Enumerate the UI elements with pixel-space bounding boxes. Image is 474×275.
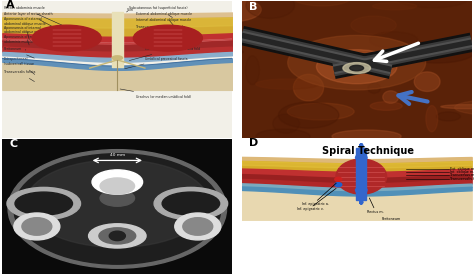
Ellipse shape <box>396 0 469 8</box>
Text: Medial umbilical ligament and fold: Medial umbilical ligament and fold <box>129 47 200 60</box>
Text: External abdominal oblique muscle: External abdominal oblique muscle <box>136 12 192 39</box>
Ellipse shape <box>383 91 399 103</box>
Ellipse shape <box>370 32 418 48</box>
Ellipse shape <box>201 63 241 73</box>
Ellipse shape <box>446 46 474 53</box>
Ellipse shape <box>335 177 342 181</box>
Bar <box>356 148 366 200</box>
Text: Peritoneum: Peritoneum <box>3 47 34 58</box>
Ellipse shape <box>370 102 402 110</box>
Ellipse shape <box>351 16 396 34</box>
Ellipse shape <box>14 154 221 264</box>
Ellipse shape <box>441 104 474 109</box>
Ellipse shape <box>100 190 135 206</box>
Text: Internal abdominal oblique muscle: Internal abdominal oblique muscle <box>136 18 191 44</box>
Ellipse shape <box>278 102 339 128</box>
Text: Rectus m.: Rectus m. <box>367 210 383 214</box>
Ellipse shape <box>288 35 426 90</box>
Ellipse shape <box>89 224 146 248</box>
Ellipse shape <box>22 218 52 235</box>
Ellipse shape <box>332 130 401 143</box>
Ellipse shape <box>437 112 460 121</box>
Text: Transversus m.: Transversus m. <box>450 173 474 177</box>
Ellipse shape <box>92 170 143 194</box>
Ellipse shape <box>256 129 310 144</box>
Ellipse shape <box>291 0 353 6</box>
Ellipse shape <box>335 183 342 187</box>
Ellipse shape <box>473 0 474 3</box>
Ellipse shape <box>287 103 354 120</box>
Ellipse shape <box>414 72 440 91</box>
Ellipse shape <box>109 231 125 241</box>
Ellipse shape <box>368 83 381 93</box>
Ellipse shape <box>32 25 101 51</box>
Text: D: D <box>249 138 258 148</box>
Ellipse shape <box>100 178 135 194</box>
Ellipse shape <box>154 187 228 220</box>
Ellipse shape <box>399 41 474 63</box>
Text: B: B <box>249 2 257 12</box>
Ellipse shape <box>350 65 364 71</box>
Ellipse shape <box>373 2 417 10</box>
Text: Subcutaneous fat (superficial fascia): Subcutaneous fat (superficial fascia) <box>129 6 187 18</box>
Ellipse shape <box>317 50 397 84</box>
Ellipse shape <box>162 192 219 215</box>
Ellipse shape <box>8 150 227 268</box>
Ellipse shape <box>221 140 276 152</box>
Text: Inf. epigastric a.: Inf. epigastric a. <box>302 202 329 206</box>
Text: 40 mm: 40 mm <box>110 153 125 157</box>
Text: Spiral Technique: Spiral Technique <box>322 145 414 156</box>
Ellipse shape <box>208 0 261 21</box>
Ellipse shape <box>133 25 202 51</box>
Ellipse shape <box>183 218 213 235</box>
Ellipse shape <box>220 49 243 55</box>
Text: Transversus abdominis muscle: Transversus abdominis muscle <box>136 25 185 48</box>
Text: Int. oblique m.: Int. oblique m. <box>450 170 474 174</box>
Ellipse shape <box>246 0 294 18</box>
Text: A: A <box>6 0 14 10</box>
Text: Umbilical prevesical fascia: Umbilical prevesical fascia <box>125 57 187 69</box>
Text: Inf. epigastric v.: Inf. epigastric v. <box>297 207 324 211</box>
Ellipse shape <box>246 56 259 85</box>
Text: Skin: Skin <box>127 7 133 12</box>
Text: Aponeurosis of internal
abdominal oblique muscle: Aponeurosis of internal abdominal obliqu… <box>3 26 46 45</box>
Ellipse shape <box>293 74 324 101</box>
Ellipse shape <box>26 160 210 247</box>
Text: Transversalis fascia: Transversalis fascia <box>450 177 474 181</box>
Ellipse shape <box>197 140 245 155</box>
Text: Extraperitoneal
(subvesical) tissue: Extraperitoneal (subvesical) tissue <box>3 57 35 75</box>
Text: C: C <box>9 139 18 149</box>
Ellipse shape <box>255 79 319 89</box>
Text: Peritoneum: Peritoneum <box>382 217 401 221</box>
Text: Aponeurosis of external
abdominal oblique muscle: Aponeurosis of external abdominal obliqu… <box>3 18 46 40</box>
Ellipse shape <box>343 63 371 73</box>
Ellipse shape <box>426 106 438 132</box>
Ellipse shape <box>455 100 474 115</box>
Text: Rectus abdominis muscle: Rectus abdominis muscle <box>3 6 64 26</box>
Text: Urachus (or median umbilical fold): Urachus (or median umbilical fold) <box>120 89 191 99</box>
Ellipse shape <box>14 213 60 240</box>
Text: Anterior layer of rectus sheath: Anterior layer of rectus sheath <box>3 12 64 33</box>
Text: Ext. oblique m.: Ext. oblique m. <box>450 167 474 170</box>
Ellipse shape <box>336 159 387 194</box>
Text: Transversalis fascia: Transversalis fascia <box>3 70 35 82</box>
Ellipse shape <box>112 56 122 60</box>
Ellipse shape <box>273 114 300 133</box>
Ellipse shape <box>7 187 81 220</box>
Ellipse shape <box>175 213 221 240</box>
Ellipse shape <box>99 228 136 244</box>
Text: Aponeurosis of transversus
abdominis muscle: Aponeurosis of transversus abdominis mus… <box>3 35 47 50</box>
Ellipse shape <box>15 192 73 215</box>
